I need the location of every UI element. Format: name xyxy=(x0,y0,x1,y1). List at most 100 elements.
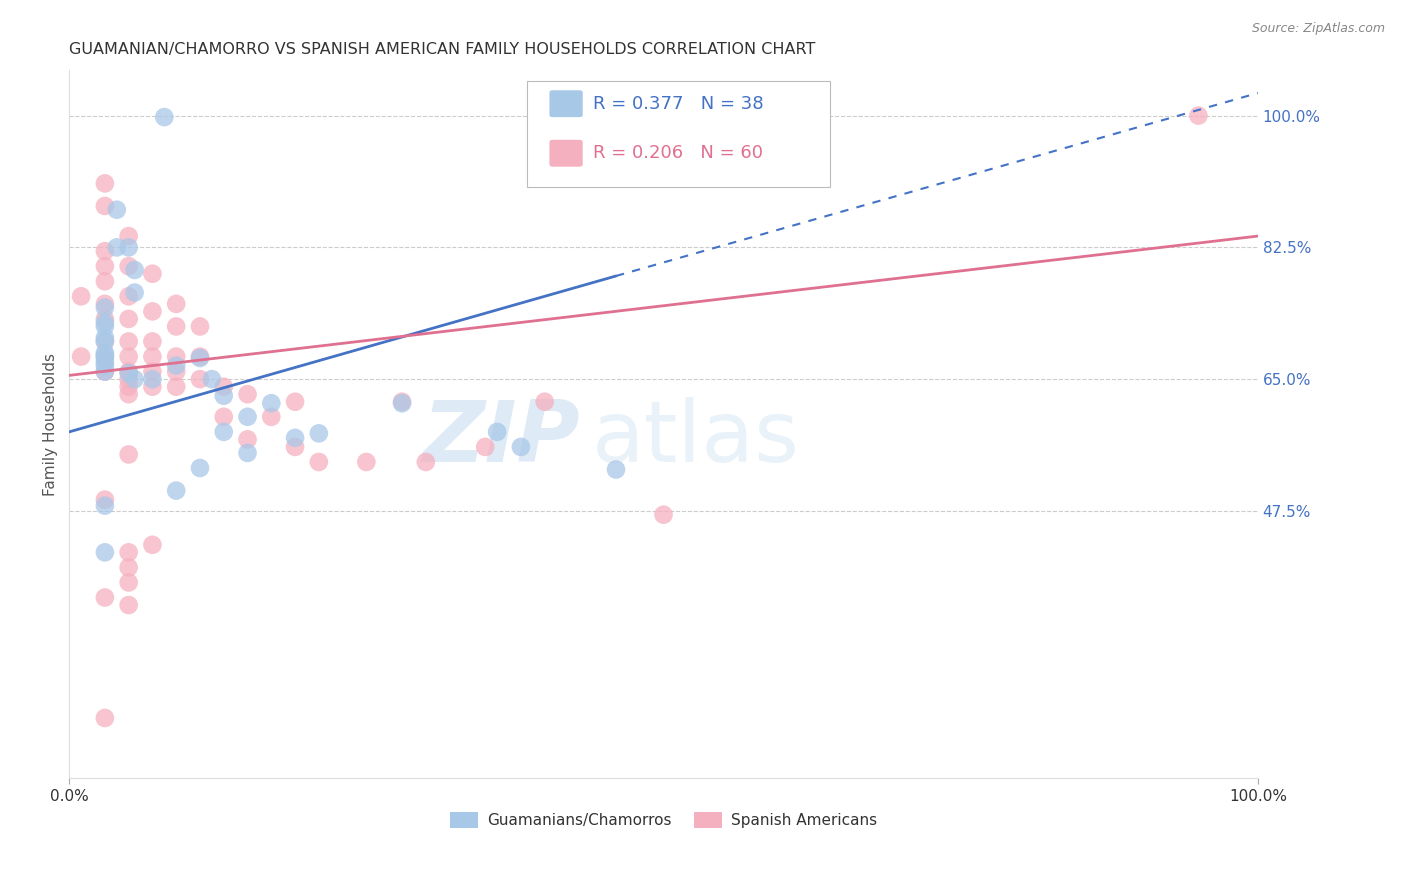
Point xyxy=(118,387,141,401)
Point xyxy=(165,359,187,373)
Point xyxy=(201,372,224,386)
Point xyxy=(141,334,163,349)
Point xyxy=(94,259,117,273)
Point xyxy=(153,110,176,124)
Point xyxy=(188,350,211,364)
Point xyxy=(415,455,437,469)
Legend: Guamanians/Chamorros, Spanish Americans: Guamanians/Chamorros, Spanish Americans xyxy=(444,806,883,834)
Point xyxy=(652,508,675,522)
Point xyxy=(118,372,141,386)
Point xyxy=(94,355,117,369)
Point xyxy=(94,350,117,364)
Point xyxy=(118,240,141,254)
Point xyxy=(141,350,163,364)
Point xyxy=(165,483,187,498)
Point xyxy=(118,379,141,393)
Point xyxy=(94,365,117,379)
Point xyxy=(94,297,117,311)
Point xyxy=(165,379,187,393)
Point xyxy=(284,394,307,409)
Point xyxy=(94,359,117,373)
Point xyxy=(70,289,93,303)
Point xyxy=(212,425,235,439)
Point xyxy=(1187,109,1209,123)
Text: atlas: atlas xyxy=(592,397,800,480)
Point xyxy=(236,409,259,424)
Point xyxy=(70,350,93,364)
Point xyxy=(105,240,128,254)
Point xyxy=(118,259,141,273)
Point xyxy=(165,350,187,364)
Point xyxy=(94,316,117,330)
Point xyxy=(94,312,117,326)
Point xyxy=(124,285,146,300)
Point xyxy=(118,334,141,349)
Point xyxy=(124,372,146,386)
Point xyxy=(188,372,211,386)
Text: R = 0.206   N = 60: R = 0.206 N = 60 xyxy=(593,145,763,162)
Text: GUAMANIAN/CHAMORRO VS SPANISH AMERICAN FAMILY HOUSEHOLDS CORRELATION CHART: GUAMANIAN/CHAMORRO VS SPANISH AMERICAN F… xyxy=(69,42,815,57)
Point xyxy=(212,379,235,393)
Point xyxy=(124,263,146,277)
Point xyxy=(391,396,413,410)
Point xyxy=(118,229,141,244)
Point xyxy=(165,319,187,334)
Text: ZIP: ZIP xyxy=(423,397,581,480)
Point xyxy=(94,346,117,360)
Text: Source: ZipAtlas.com: Source: ZipAtlas.com xyxy=(1251,22,1385,36)
Point xyxy=(94,334,117,349)
Point xyxy=(94,244,117,259)
Point xyxy=(533,394,555,409)
FancyBboxPatch shape xyxy=(550,90,582,117)
Point xyxy=(260,409,283,424)
Point xyxy=(94,711,117,725)
Point xyxy=(94,274,117,288)
Point xyxy=(94,499,117,513)
Point xyxy=(165,365,187,379)
Point xyxy=(94,319,117,334)
Point xyxy=(94,591,117,605)
Point xyxy=(236,446,259,460)
Point xyxy=(94,348,117,362)
Point xyxy=(118,545,141,559)
Point xyxy=(94,331,117,345)
Point xyxy=(141,538,163,552)
Point xyxy=(188,461,211,475)
Point xyxy=(94,492,117,507)
Point xyxy=(141,372,163,386)
Point xyxy=(118,312,141,326)
Point xyxy=(260,396,283,410)
Point xyxy=(141,304,163,318)
Point xyxy=(94,351,117,365)
Point xyxy=(284,440,307,454)
Point xyxy=(308,455,330,469)
Y-axis label: Family Households: Family Households xyxy=(44,353,58,496)
Point xyxy=(94,301,117,315)
Point xyxy=(212,389,235,403)
Point xyxy=(165,297,187,311)
Point xyxy=(486,425,509,439)
Point xyxy=(212,409,235,424)
Point xyxy=(141,365,163,379)
Point xyxy=(94,365,117,379)
Point xyxy=(356,455,378,469)
Point xyxy=(284,431,307,445)
Point xyxy=(141,379,163,393)
Point xyxy=(118,366,141,380)
Point xyxy=(118,447,141,461)
FancyBboxPatch shape xyxy=(550,140,582,167)
Point xyxy=(236,387,259,401)
Point xyxy=(236,433,259,447)
Point xyxy=(94,334,117,349)
Point xyxy=(105,202,128,217)
Point xyxy=(94,199,117,213)
Point xyxy=(308,426,330,441)
Point xyxy=(118,289,141,303)
Point xyxy=(118,560,141,574)
Point xyxy=(118,575,141,590)
Text: R = 0.377   N = 38: R = 0.377 N = 38 xyxy=(593,95,763,112)
Point xyxy=(391,394,413,409)
Point xyxy=(188,319,211,334)
Point xyxy=(94,177,117,191)
Point xyxy=(118,350,141,364)
